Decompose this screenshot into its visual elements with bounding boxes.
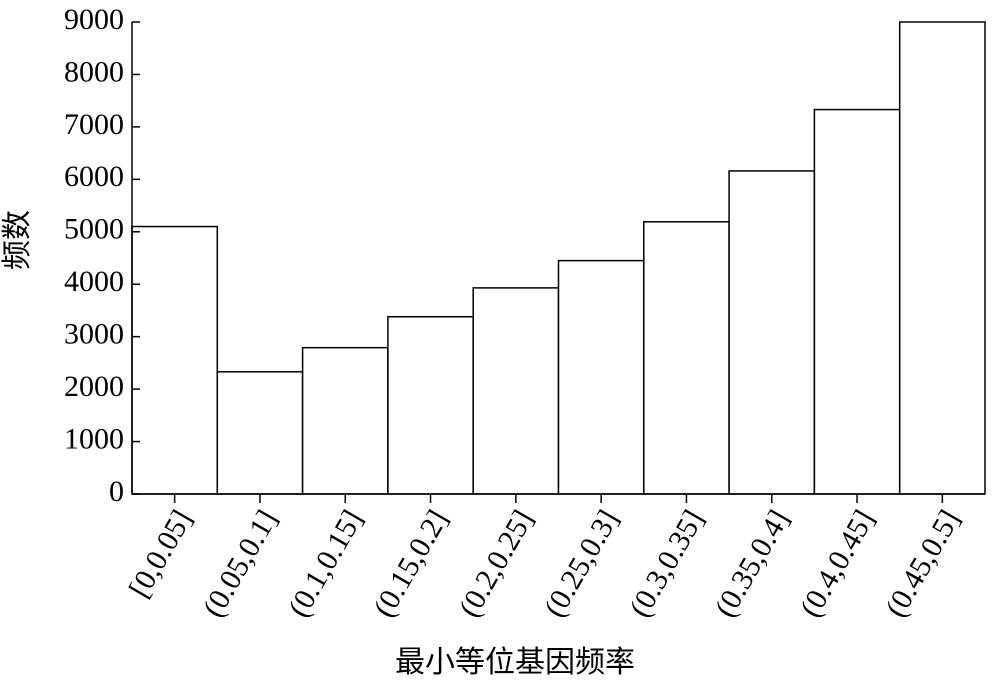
- y-tick-label: 5000: [64, 213, 124, 246]
- x-tick-label: (0.3,0.35]: [623, 504, 710, 622]
- bar: [898, 21, 986, 495]
- y-axis-title: 频数: [1, 210, 34, 270]
- x-tick-label: (0.35,0.4]: [708, 504, 795, 622]
- bar: [472, 287, 560, 495]
- y-tick-label: 9000: [64, 3, 124, 36]
- bar: [216, 371, 304, 495]
- bar: [557, 259, 645, 495]
- x-tick-label: (0.4,0.45]: [794, 504, 881, 622]
- y-tick-label: 3000: [64, 318, 124, 351]
- x-axis-title: 最小等位基因频率: [395, 646, 635, 679]
- x-tick-label: (0.45,0.5]: [879, 504, 966, 622]
- x-tick-label: (0.25,0.3]: [538, 504, 625, 622]
- y-tick-label: 6000: [64, 160, 124, 193]
- y-tick-label: 2000: [64, 370, 124, 403]
- bar: [643, 221, 730, 495]
- bar: [728, 170, 816, 495]
- x-tick-label: [0,0.05]: [123, 504, 199, 603]
- x-tick-label: (0.15,0.2]: [367, 504, 454, 622]
- y-tick-label: 0: [109, 475, 124, 508]
- y-tick-label: 4000: [64, 265, 124, 298]
- bar: [301, 346, 389, 495]
- y-tick-label: 8000: [64, 55, 124, 88]
- y-tick-label: 7000: [64, 108, 124, 141]
- x-tick-label: (0.2,0.25]: [453, 504, 540, 622]
- x-tick-label: (0.05,0.1]: [197, 504, 284, 622]
- x-tick-label: (0.1,0.15]: [282, 504, 369, 622]
- y-tick-label: 1000: [64, 422, 124, 455]
- bar: [813, 108, 901, 495]
- bar: [387, 315, 474, 495]
- bar: [131, 225, 219, 495]
